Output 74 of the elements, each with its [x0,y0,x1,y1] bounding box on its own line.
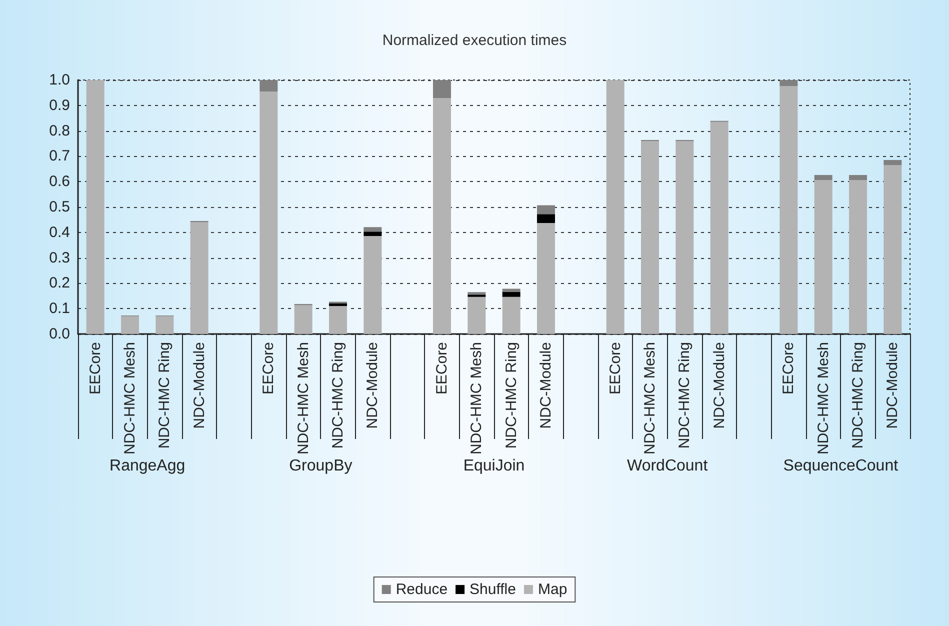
x-tick-label: EECore [780,342,798,395]
bar [537,214,555,223]
x-tick-label: EECore [86,342,104,395]
legend-label: Shuffle [470,581,516,598]
bar [502,292,520,297]
y-tick-label: 0.1 [49,300,70,318]
bar [537,223,555,334]
bar [884,165,902,334]
y-tick-label: 0.5 [49,198,70,216]
bar [364,227,382,232]
bar [86,80,104,334]
x-tick-label: NDC-HMC Mesh [122,342,138,454]
x-tick-label: NDC-HMC Ring [502,342,520,449]
y-tick-label: 0.0 [49,326,70,342]
bar [676,140,694,334]
bar [641,140,659,334]
x-tick-label: NDC-HMC Ring [330,342,346,449]
chart-title: Normalized execution times [382,32,567,49]
bar [364,232,382,236]
text: GroupBy [289,458,352,474]
x-tick-label: NDC-HMC Mesh [814,342,832,454]
bar [468,292,486,295]
y-tick-label: 0.8 [49,122,70,140]
bar [780,86,798,334]
text: EquiJoin [463,458,525,474]
bar [190,222,208,334]
bar [606,80,624,334]
x-tick-label: EECore [434,342,450,395]
y-tick-label: 0.9 [49,96,70,114]
bar [502,296,520,334]
x-tick-label: NDC-Module [538,342,554,429]
y-tick-label: 1.0 [49,72,70,88]
bar [364,236,382,334]
legend-label: Map [538,581,568,598]
x-tick-label: EECore [260,342,278,395]
x-tick-label: NDC-HMC Ring [850,342,866,449]
bar [294,305,312,334]
bar [121,316,139,334]
bar [260,80,278,92]
x-tick-label: NDC-HMC Mesh [468,342,486,454]
x-tick-label: NDC-Module [884,342,902,429]
bar [433,98,451,334]
bar [849,174,867,180]
bar [433,80,451,98]
bar [780,80,798,86]
bar [814,174,832,180]
x-tick-label: NDC-Module [364,342,382,429]
y-tick-label: 0.2 [49,274,70,292]
bar [537,205,555,214]
x-tick-label: NDC-Module [190,342,208,429]
x-tick-label: NDC-Module [710,342,728,429]
x-tick-label: EECore [606,342,624,395]
y-tick-label: 0.3 [49,249,70,266]
bar [260,92,278,334]
bar [329,306,347,334]
legend-label: Reduce [396,581,448,598]
x-tick-label: NDC-HMC Mesh [642,342,658,454]
bar [710,122,728,334]
x-tick-label: NDC-HMC Ring [676,342,694,449]
bar [502,288,520,292]
text: RangeAgg [110,458,186,474]
y-tick-label: 0.6 [49,173,70,190]
text: SequenceCount [783,458,899,474]
bar [814,180,832,334]
x-tick-label: NDC-HMC Mesh [294,342,312,454]
x-tick-label: NDC-HMC Ring [156,342,174,449]
y-tick-label: 0.4 [49,224,70,241]
text: WordCount [627,458,708,474]
bar [156,316,174,334]
bar [849,180,867,334]
bar [884,160,902,166]
bar [329,304,347,306]
bar [468,296,486,334]
y-tick-label: 0.7 [49,148,70,165]
